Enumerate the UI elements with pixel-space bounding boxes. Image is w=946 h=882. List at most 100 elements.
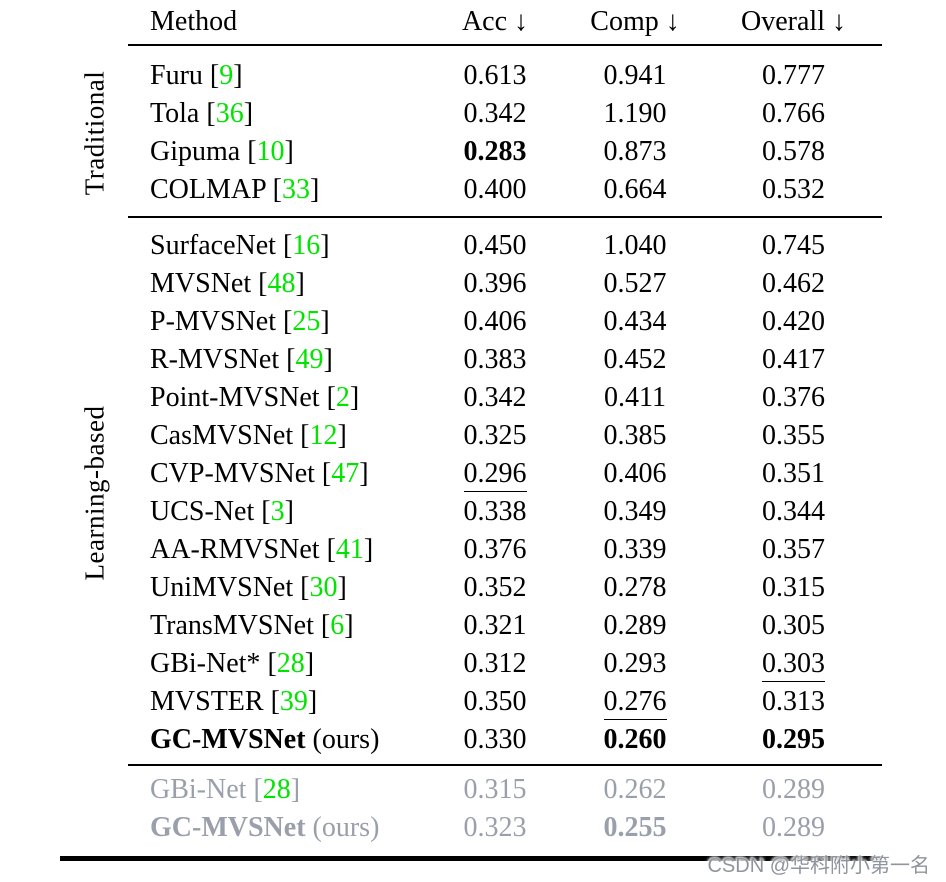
acc-value-cell: 0.450	[425, 227, 565, 265]
overall-value: 0.351	[762, 458, 825, 489]
bottom-thick-rule	[60, 856, 882, 861]
acc-value: 0.450	[463, 230, 527, 261]
comp-value-cell: 0.452	[565, 341, 705, 379]
group-label: Learning-based	[79, 405, 110, 581]
overall-value: 0.303	[762, 648, 825, 682]
acc-value: 0.342	[463, 382, 527, 413]
table-row: Gipuma [10] 0.283 0.873 0.578	[128, 133, 882, 171]
overall-value: 0.315	[762, 572, 825, 603]
acc-value: 0.325	[463, 420, 527, 451]
citation-open-bracket: [	[319, 382, 336, 413]
table-row: CVP-MVSNet [47] 0.296 0.406 0.351	[128, 455, 882, 493]
citation-number: 6	[330, 610, 345, 641]
comp-value-cell: 0.255	[565, 809, 705, 847]
overall-value-cell: 0.303	[705, 645, 882, 683]
comp-value-cell: 1.040	[565, 227, 705, 265]
comp-value-cell: 0.527	[565, 265, 705, 303]
comp-value-cell: 0.349	[565, 493, 705, 531]
method-cell: P-MVSNet [25]	[128, 303, 425, 341]
comp-value: 0.873	[603, 136, 667, 167]
acc-value-cell: 0.323	[425, 809, 565, 847]
overall-value: 0.462	[762, 268, 825, 299]
overall-value: 0.289	[762, 774, 825, 805]
method-name: COLMAP	[150, 174, 266, 205]
acc-value-cell: 0.383	[425, 341, 565, 379]
method-name: CasMVSNet	[150, 420, 294, 451]
acc-value-cell: 0.376	[425, 531, 565, 569]
citation-close-bracket: ]	[344, 610, 354, 641]
citation-open-bracket: [	[275, 230, 293, 261]
acc-value: 0.350	[463, 686, 527, 717]
acc-value: 0.406	[463, 306, 527, 337]
citation-open-bracket: [	[199, 98, 216, 129]
overall-value: 0.357	[762, 534, 825, 565]
method-name: Tola	[150, 98, 200, 129]
acc-value: 0.342	[463, 98, 527, 129]
overall-value: 0.578	[762, 136, 825, 167]
citation-open-bracket: [	[265, 174, 282, 205]
acc-value-cell: 0.315	[425, 771, 565, 809]
comp-value-cell: 0.278	[565, 569, 705, 607]
comp-value: 0.349	[603, 496, 667, 527]
citation-open-bracket: [	[263, 686, 280, 717]
table-row: GC-MVSNet (ours) 0.323 0.255 0.289	[128, 809, 882, 847]
table: Method Acc ↓ Comp ↓ Overall ↓ Traditiona…	[60, 0, 882, 861]
comp-value: 0.293	[603, 648, 667, 679]
citation-number: 49	[295, 344, 324, 375]
method-cell: GC-MVSNet (ours)	[128, 721, 425, 759]
table-row: GC-MVSNet (ours) 0.330 0.260 0.295	[128, 721, 882, 759]
comp-value-cell: 0.262	[565, 771, 705, 809]
citation-close-bracket: ]	[243, 98, 254, 129]
citation-number: 30	[309, 572, 338, 603]
overall-value: 0.295	[762, 724, 825, 755]
comp-value: 0.262	[603, 774, 667, 805]
comp-value: 0.289	[603, 610, 667, 641]
table-row: UniMVSNet [30] 0.352 0.278 0.315	[128, 569, 882, 607]
overall-value-cell: 0.355	[705, 417, 882, 455]
acc-value-cell: 0.312	[425, 645, 565, 683]
overall-value-cell: 0.357	[705, 531, 882, 569]
comp-value: 1.190	[603, 98, 667, 129]
table-row: TransMVSNet [6] 0.321 0.289 0.305	[128, 607, 882, 645]
overall-value-cell: 0.745	[705, 227, 882, 265]
acc-value-cell: 0.330	[425, 721, 565, 759]
method-cell: CasMVSNet [12]	[128, 417, 425, 455]
citation-number: 28	[262, 774, 291, 805]
acc-value: 0.352	[463, 572, 527, 603]
acc-value: 0.283	[463, 136, 527, 167]
acc-value: 0.383	[463, 344, 527, 375]
overall-value: 0.766	[762, 98, 825, 129]
citation-open-bracket: [	[293, 572, 310, 603]
comp-value-cell: 0.339	[565, 531, 705, 569]
table-group-extra: GBi-Net [28] 0.315 0.262 0.289 GC-MVSNet (ou…	[128, 771, 882, 847]
acc-value-cell: 0.321	[425, 607, 565, 645]
citation-open-bracket: [	[240, 136, 257, 167]
method-cell: GC-MVSNet (ours)	[128, 809, 425, 847]
overall-value-cell: 0.289	[705, 771, 882, 809]
overall-value: 0.532	[762, 174, 825, 205]
comp-value: 0.411	[604, 382, 666, 413]
citation-close-bracket: ]	[309, 174, 320, 205]
overall-value-cell: 0.289	[705, 809, 882, 847]
citation-open-bracket: [	[276, 306, 293, 337]
citation-open-bracket: [	[202, 60, 220, 91]
comp-value-cell: 0.276	[565, 683, 705, 721]
overall-value: 0.355	[762, 420, 825, 451]
comp-value-cell: 0.260	[565, 721, 705, 759]
comp-value: 0.452	[603, 344, 667, 375]
overall-value: 0.289	[762, 812, 825, 843]
citation-number: 16	[292, 230, 321, 261]
citation-close-bracket: ]	[337, 420, 347, 451]
comp-value: 0.941	[603, 60, 667, 91]
citation-close-bracket: ]	[323, 344, 333, 375]
citation-open-bracket: [	[251, 268, 268, 299]
overall-value: 0.745	[762, 230, 825, 261]
method-name: MVSNet	[150, 268, 252, 299]
col-header-acc: Acc ↓	[461, 6, 529, 37]
method-cell: AA-RMVSNet [41]	[128, 531, 425, 569]
method-name: Furu	[150, 60, 203, 91]
citation-close-bracket: ]	[304, 648, 315, 679]
citation-number: 48	[267, 268, 296, 299]
method-cell: R-MVSNet [49]	[128, 341, 425, 379]
comp-value-cell: 0.289	[565, 607, 705, 645]
